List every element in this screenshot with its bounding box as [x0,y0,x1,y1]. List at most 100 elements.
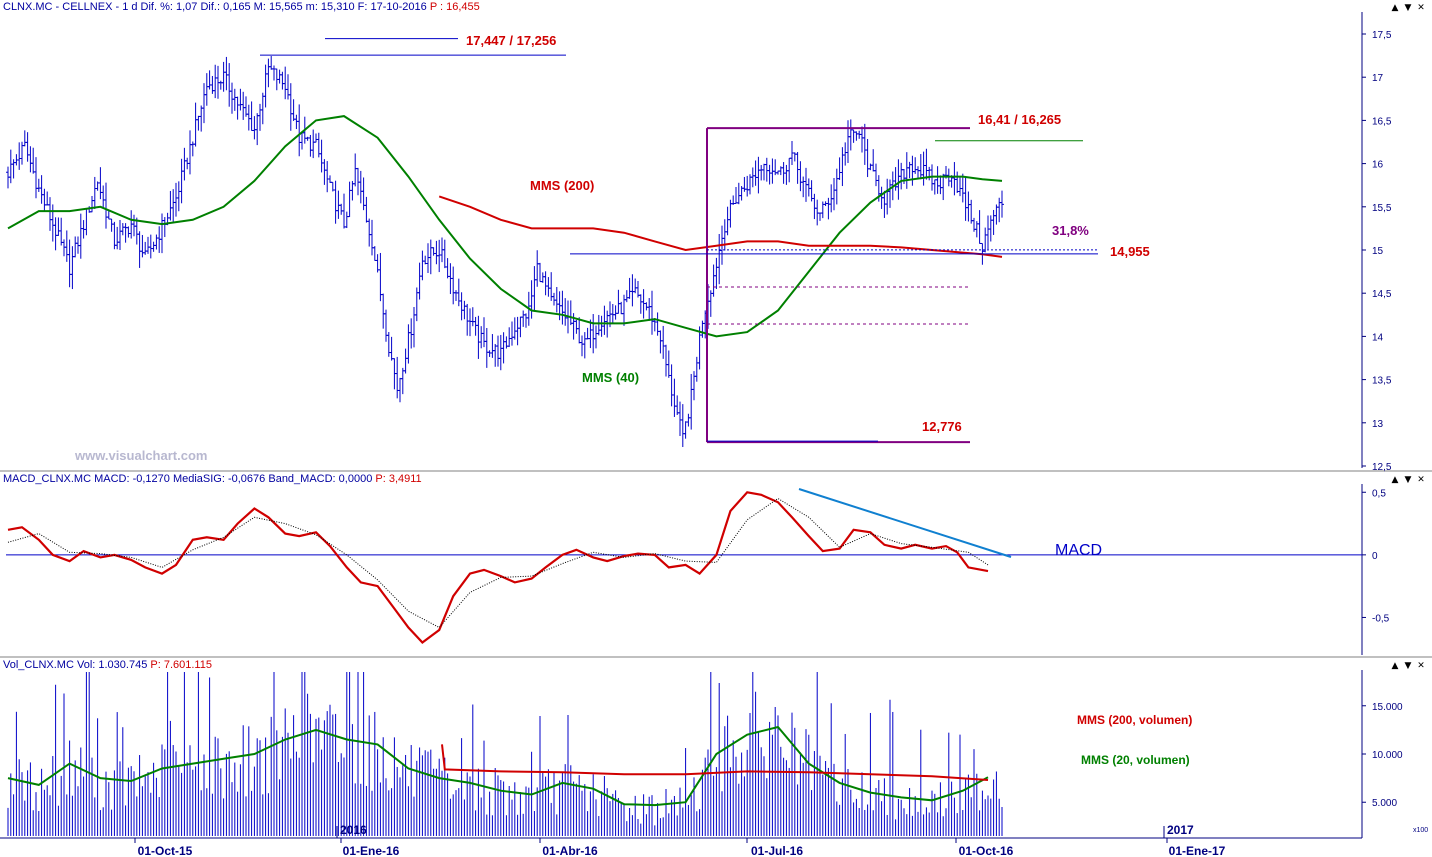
price-bar [283,66,288,100]
price-bar [521,310,526,327]
price-bar [115,226,120,250]
price-bar [840,147,845,187]
price-bar [585,327,590,340]
price-bar [613,305,618,320]
macd-line [7,491,989,644]
price-y-tick-label: 13 [1372,419,1384,430]
time-tick-label: 01-Ene-16 [343,844,400,857]
price-bar [515,316,520,346]
price-bar [398,377,402,403]
price-y-tick-label: 12,5 [1372,462,1392,473]
price-bar [101,185,106,209]
price-bar [798,161,803,192]
price-bar [507,327,512,348]
price-bar [28,146,33,173]
volume-scroll-down-button[interactable]: ▼ [1404,661,1412,671]
price-bar [650,290,654,335]
year-label: 2016 [340,823,367,837]
price-bar [818,212,822,221]
price-bar [109,218,114,232]
price-bar [188,130,192,175]
price-bar [249,101,254,131]
price-bar [465,303,470,336]
price-bar [490,334,495,358]
price-bar [459,292,464,321]
price-bar [120,223,125,236]
price-bar [48,197,52,231]
price-bar [689,373,694,430]
price-bar [977,210,982,244]
price-bar [339,203,344,215]
price-bar [342,193,346,229]
support-label: 14,955 [1110,244,1150,259]
price-bar [910,155,915,186]
price-y-tick-label: 14,5 [1372,289,1392,300]
macd-close-button[interactable]: ✕ [1417,475,1425,485]
price-bar [655,312,660,336]
price-bar [496,335,500,367]
price-bar [759,165,764,181]
price-bar [750,167,755,188]
price-bar [308,134,313,157]
price-bar [680,404,685,448]
volume-scroll-up-button[interactable]: ▲ [1391,661,1399,671]
price-bar [686,413,691,427]
price-y-tick-label: 17,5 [1372,30,1392,41]
price-bar [543,271,548,296]
price-bar [367,218,372,247]
last-price-value: P : 16,455 [429,1,480,13]
price-bar [610,303,615,324]
price-bar [272,65,276,81]
price-bar [899,162,904,190]
price-bar [364,196,369,223]
macd-price-value: P: 3,4911 [375,473,422,485]
price-bar [714,257,719,290]
scroll-down-button[interactable]: ▼ [1404,3,1412,13]
price-bar [885,178,890,215]
price-bar [389,336,394,361]
price-bar [406,324,411,364]
price-bar [84,208,89,236]
price-bar [554,287,559,313]
macd-scroll-down-button[interactable]: ▼ [1404,475,1412,485]
price-bar [22,130,27,147]
price-bar [322,159,327,185]
price-bar [574,319,579,334]
price-bar [941,173,946,201]
price-bar [176,181,181,212]
price-bar [630,274,635,307]
price-bar [826,197,831,220]
price-bar [535,250,540,287]
watermark: www.visualchart.com [74,448,207,463]
macd-scroll-up-button[interactable]: ▲ [1391,475,1399,485]
price-bar [795,152,800,184]
price-bar [244,96,248,117]
scroll-up-button[interactable]: ▲ [1391,3,1399,13]
price-bar [294,114,299,130]
price-bar [454,290,458,302]
price-bar [616,289,621,314]
price-bar [664,344,668,377]
price-bar [986,215,990,250]
price-bar [356,167,360,196]
price-bar [34,157,38,199]
price-bar [442,239,447,269]
price-bar [126,226,131,238]
price-bar [708,290,713,317]
low-label: 12,776 [922,419,962,434]
macd-signal-line [7,497,989,629]
price-bar [168,190,173,221]
price-bar [476,315,481,359]
price-bar [56,217,61,236]
volume-close-button[interactable]: ✕ [1417,661,1425,671]
mms200-label: MMS (200) [530,178,594,193]
price-bar [678,401,682,437]
price-bar [843,142,848,166]
close-panel-button[interactable]: ✕ [1417,3,1425,13]
price-bar [969,199,974,224]
price-bar [468,308,472,337]
price-bar [860,126,864,153]
min-value: m: 15,310 [305,1,355,13]
price-bar [801,176,806,198]
